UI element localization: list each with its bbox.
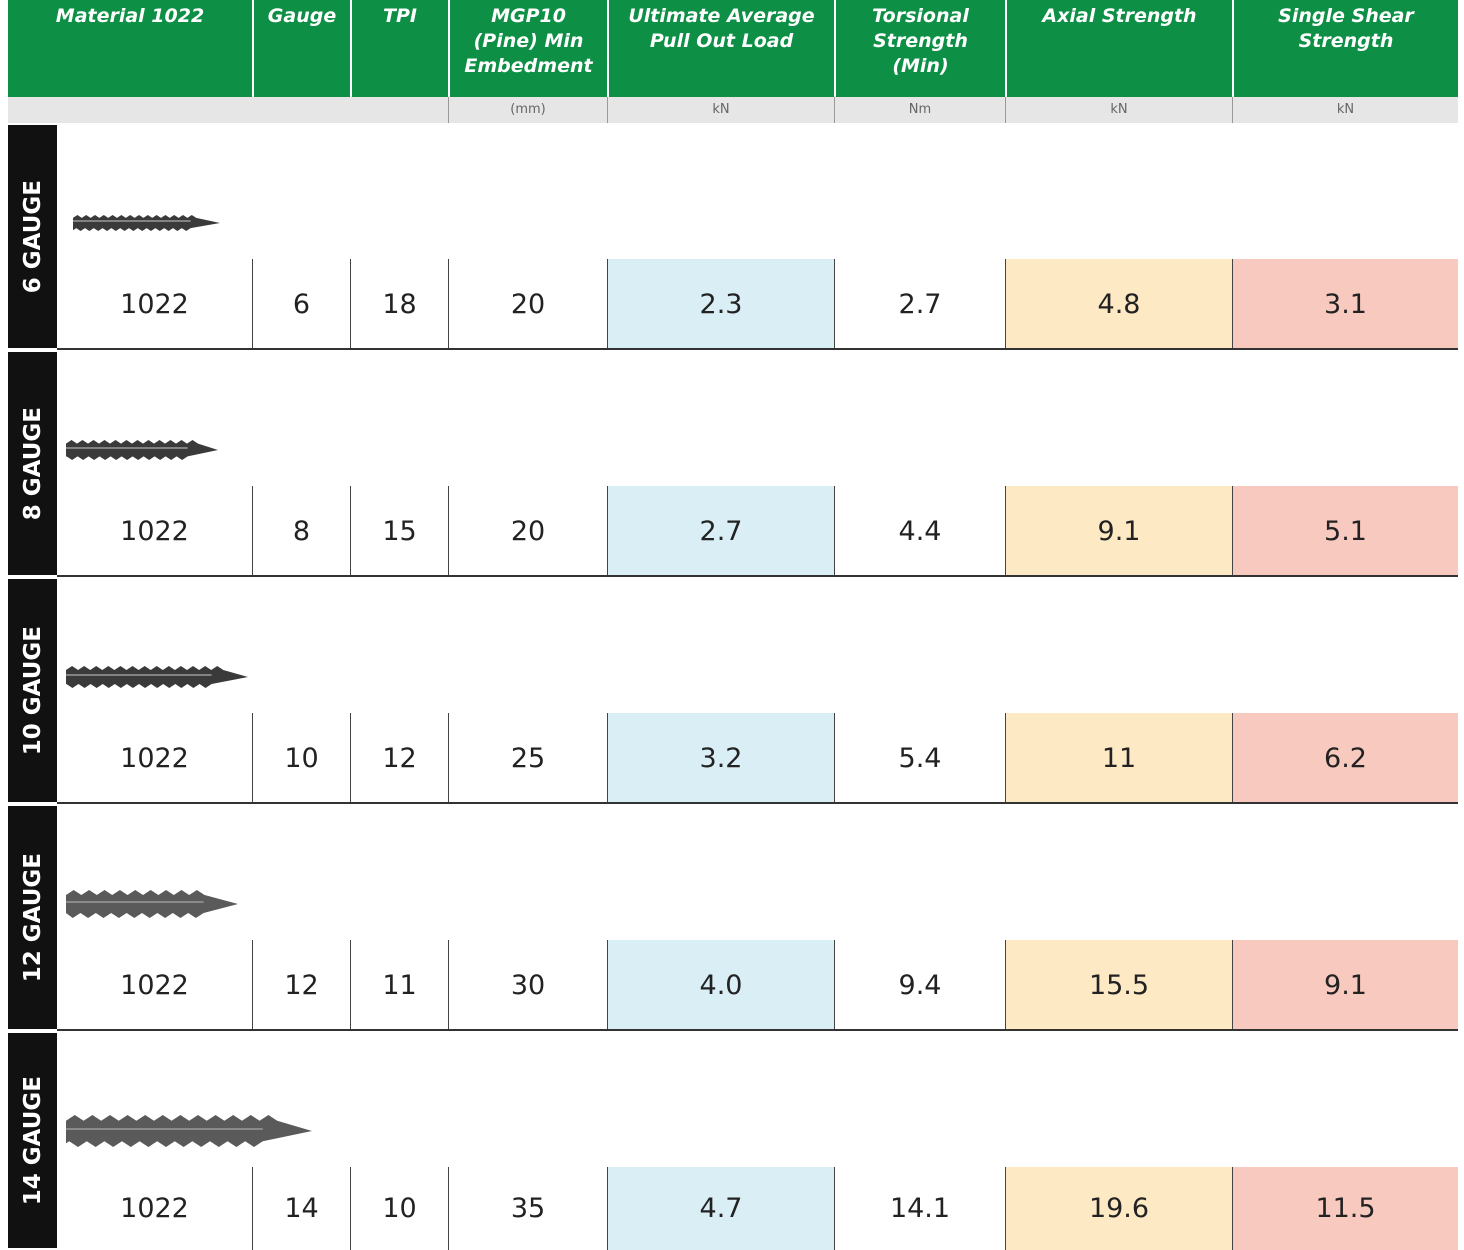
data-cell: 1022 xyxy=(57,713,252,803)
data-cell: 15.5 xyxy=(1005,940,1232,1030)
data-cell: 4.4 xyxy=(834,486,1005,576)
page: Material 1022GaugeTPIMGP10 (Pine) Min Em… xyxy=(0,0,1464,1250)
data-cell: 11 xyxy=(350,940,448,1030)
data-cell: 20 xyxy=(448,486,607,576)
screw-shape xyxy=(66,890,238,918)
row-label-text: 10 GAUGE xyxy=(20,626,46,755)
row-divider xyxy=(57,1029,1458,1031)
column-header: MGP10 (Pine) Min Embedment xyxy=(448,0,607,97)
data-cell: 25 xyxy=(448,713,607,803)
data-cell: 1022 xyxy=(57,940,252,1030)
column-header: TPI xyxy=(350,0,448,97)
screw-image xyxy=(66,661,252,693)
data-cell: 35 xyxy=(448,1167,607,1250)
row-divider xyxy=(57,575,1458,577)
screw-image xyxy=(66,435,222,465)
screw-shape xyxy=(66,1115,312,1147)
column-header: Torsional Strength (Min) xyxy=(834,0,1005,97)
row-label-text: 6 GAUGE xyxy=(20,180,46,293)
data-cell: 11 xyxy=(1005,713,1232,803)
screw-image xyxy=(66,885,242,923)
data-cell: 2.3 xyxy=(607,259,834,349)
row-label-text: 14 GAUGE xyxy=(20,1076,46,1205)
unit-cell: kN xyxy=(607,97,834,123)
data-cell: 1022 xyxy=(57,259,252,349)
data-cell: 9.1 xyxy=(1232,940,1458,1030)
row-label-text: 12 GAUGE xyxy=(20,853,46,982)
column-header: Ultimate Average Pull Out Load xyxy=(607,0,834,97)
screw-shape xyxy=(66,666,248,688)
unit-cell: kN xyxy=(1005,97,1232,123)
column-header: Axial Strength xyxy=(1005,0,1232,97)
data-cell: 4.8 xyxy=(1005,259,1232,349)
data-cell: 10 xyxy=(350,1167,448,1250)
column-header: Material 1022 xyxy=(8,0,252,97)
data-cell: 6.2 xyxy=(1232,713,1458,803)
data-cell: 15 xyxy=(350,486,448,576)
data-cell: 9.4 xyxy=(834,940,1005,1030)
data-cell: 9.1 xyxy=(1005,486,1232,576)
data-cell: 14.1 xyxy=(834,1167,1005,1250)
row-label: 10 GAUGE xyxy=(8,579,57,802)
data-cell: 14 xyxy=(252,1167,350,1250)
data-cell: 19.6 xyxy=(1005,1167,1232,1250)
unit-cell xyxy=(252,97,350,123)
data-cell: 6 xyxy=(252,259,350,349)
row-divider xyxy=(57,348,1458,350)
data-cell: 11.5 xyxy=(1232,1167,1458,1250)
data-cell: 18 xyxy=(350,259,448,349)
data-cell: 12 xyxy=(252,940,350,1030)
data-cell: 4.7 xyxy=(607,1167,834,1250)
screw-image xyxy=(66,1110,316,1152)
data-cell: 1022 xyxy=(57,486,252,576)
data-cell: 30 xyxy=(448,940,607,1030)
row-divider xyxy=(57,802,1458,804)
row-label: 8 GAUGE xyxy=(8,352,57,575)
data-cell: 12 xyxy=(350,713,448,803)
data-cell: 20 xyxy=(448,259,607,349)
column-header: Single Shear Strength xyxy=(1232,0,1458,97)
data-cell: 10 xyxy=(252,713,350,803)
data-cell: 2.7 xyxy=(834,259,1005,349)
screw-image xyxy=(73,210,224,236)
data-cell: 3.1 xyxy=(1232,259,1458,349)
row-label-text: 8 GAUGE xyxy=(20,407,46,520)
screw-shape xyxy=(73,215,220,231)
data-cell: 2.7 xyxy=(607,486,834,576)
data-cell: 1022 xyxy=(57,1167,252,1250)
unit-cell: Nm xyxy=(834,97,1005,123)
data-cell: 5.4 xyxy=(834,713,1005,803)
row-label: 6 GAUGE xyxy=(8,125,57,348)
data-cell: 3.2 xyxy=(607,713,834,803)
data-cell: 8 xyxy=(252,486,350,576)
row-label: 12 GAUGE xyxy=(8,806,57,1029)
screw-shape xyxy=(66,440,218,460)
unit-cell: (mm) xyxy=(448,97,607,123)
column-header: Gauge xyxy=(252,0,350,97)
row-label: 14 GAUGE xyxy=(8,1033,57,1248)
unit-cell: kN xyxy=(1232,97,1458,123)
data-cell: 4.0 xyxy=(607,940,834,1030)
unit-cell xyxy=(8,97,252,123)
data-cell: 5.1 xyxy=(1232,486,1458,576)
unit-cell xyxy=(350,97,448,123)
